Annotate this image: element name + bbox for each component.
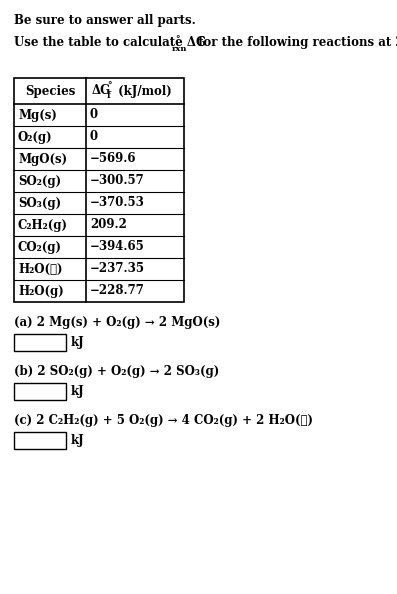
Text: f: f <box>107 91 111 100</box>
Text: SO₂(g): SO₂(g) <box>18 175 61 188</box>
Text: (b) 2 SO₂(g) + O₂(g) → 2 SO₃(g): (b) 2 SO₂(g) + O₂(g) → 2 SO₃(g) <box>14 365 219 378</box>
Text: °: ° <box>175 35 179 44</box>
Text: Mg(s): Mg(s) <box>18 109 57 122</box>
Text: kJ: kJ <box>71 336 85 349</box>
Text: Species: Species <box>25 84 75 97</box>
Text: (a) 2 Mg(s) + O₂(g) → 2 MgO(s): (a) 2 Mg(s) + O₂(g) → 2 MgO(s) <box>14 316 220 329</box>
Text: −228.77: −228.77 <box>90 285 145 298</box>
Text: H₂O(g): H₂O(g) <box>18 285 64 298</box>
Text: °: ° <box>107 81 112 90</box>
Text: for the following reactions at 25°C.: for the following reactions at 25°C. <box>190 36 397 49</box>
Text: CO₂(g): CO₂(g) <box>18 241 62 254</box>
Text: MgO(s): MgO(s) <box>18 153 67 166</box>
Text: SO₃(g): SO₃(g) <box>18 197 61 210</box>
Text: C₂H₂(g): C₂H₂(g) <box>18 219 68 232</box>
Text: −300.57: −300.57 <box>90 175 145 188</box>
Text: 0: 0 <box>90 131 98 144</box>
Text: −370.53: −370.53 <box>90 197 145 210</box>
Text: kJ: kJ <box>71 434 85 447</box>
Text: −394.65: −394.65 <box>90 241 145 254</box>
Text: (c) 2 C₂H₂(g) + 5 O₂(g) → 4 CO₂(g) + 2 H₂O(ℓ): (c) 2 C₂H₂(g) + 5 O₂(g) → 4 CO₂(g) + 2 H… <box>14 414 313 427</box>
Bar <box>14 78 184 302</box>
Text: 0: 0 <box>90 109 98 122</box>
Text: −569.6: −569.6 <box>90 153 137 166</box>
Text: (kJ/mol): (kJ/mol) <box>114 84 172 97</box>
Bar <box>14 334 66 351</box>
Bar <box>14 432 66 449</box>
Bar <box>14 383 66 400</box>
Text: H₂O(ℓ): H₂O(ℓ) <box>18 263 62 276</box>
Text: ΔG: ΔG <box>92 84 111 97</box>
Text: −237.35: −237.35 <box>90 263 145 276</box>
Text: O₂(g): O₂(g) <box>18 131 53 144</box>
Text: Use the table to calculate ΔG: Use the table to calculate ΔG <box>14 36 206 49</box>
Text: rxn: rxn <box>172 45 187 53</box>
Text: 209.2: 209.2 <box>90 219 127 232</box>
Text: Be sure to answer all parts.: Be sure to answer all parts. <box>14 14 196 27</box>
Text: kJ: kJ <box>71 385 85 398</box>
